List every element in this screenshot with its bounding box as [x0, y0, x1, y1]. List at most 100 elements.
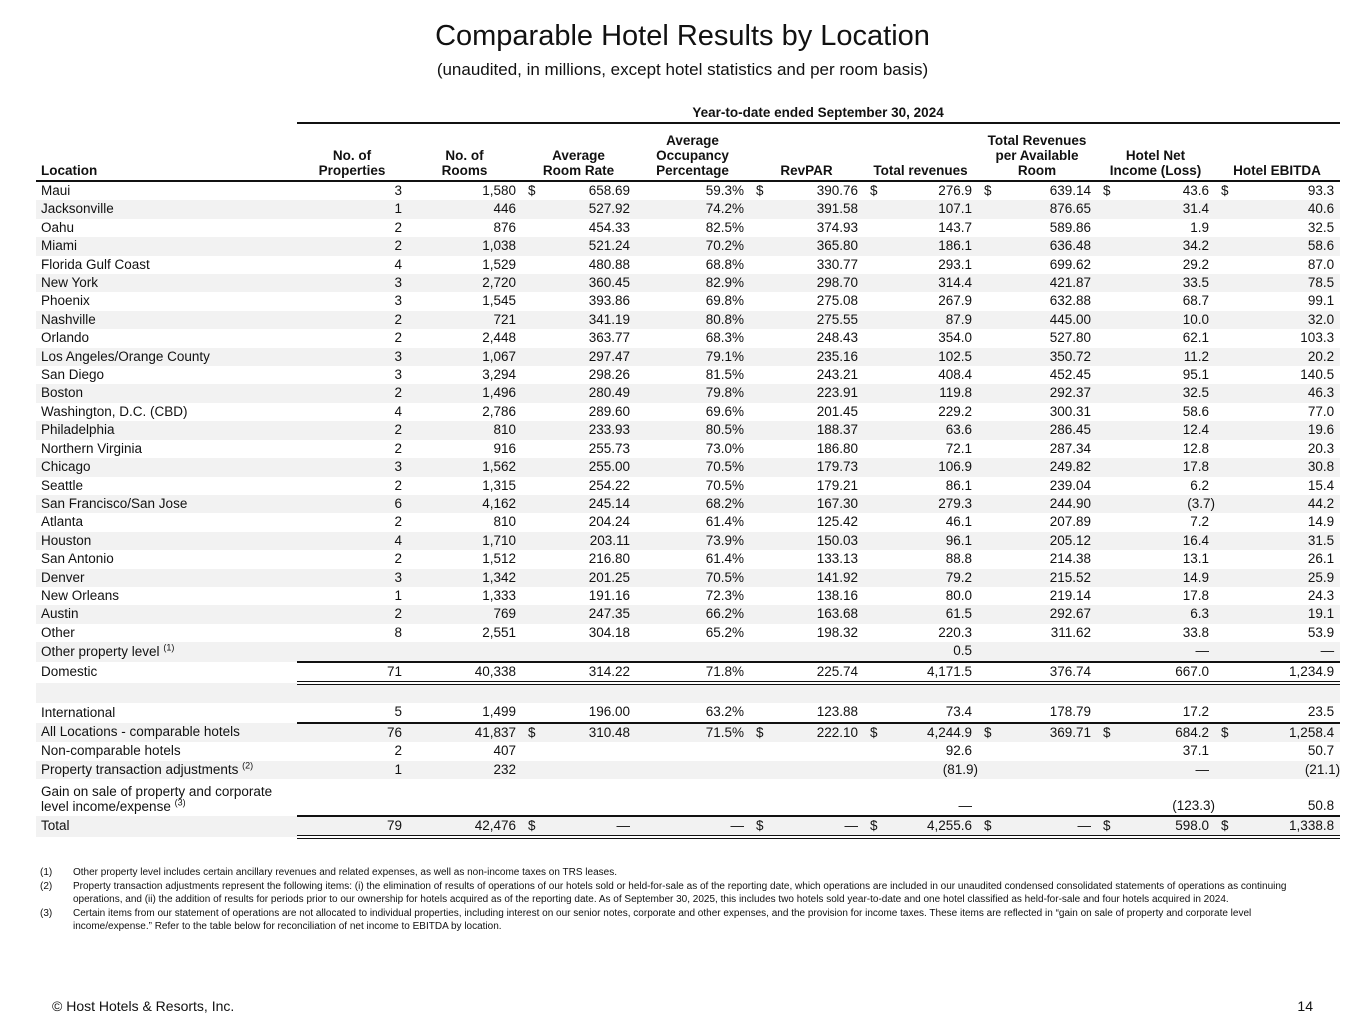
value-cell: 79.2 [864, 568, 978, 587]
value-cell [636, 742, 750, 760]
cell-value: 267.9 [938, 293, 972, 309]
value-cell [408, 642, 522, 662]
footnote: (1) Other property level includes certain… [40, 866, 1330, 880]
table-row: Atlanta 2 810 204.24 61.4% 125.42 46.1 207.89 7.… [36, 513, 1340, 531]
table-row: New York 3 2,720 360.45 82.9% 298.70 314.4 421.… [36, 274, 1341, 293]
value-cell: 521.24 [522, 237, 636, 256]
cell-value: 3 [394, 183, 402, 198]
cell-value: 275.08 [816, 293, 858, 309]
value-cell: 19.6 [1215, 421, 1341, 440]
cell-value: 235.16 [816, 348, 858, 364]
value-cell: 636.48 [978, 237, 1097, 256]
cell-value: 43.6 [1182, 183, 1209, 198]
value-cell: 374.93 [750, 219, 864, 237]
cell-value: 87.0 [1307, 256, 1335, 272]
location-cell: Chicago [36, 458, 297, 477]
value-cell: 3 [297, 292, 408, 310]
cell-value: 65.2% [705, 624, 744, 640]
value-cell: $4,255.6 [864, 814, 978, 840]
dollar-sign: $ [756, 183, 764, 198]
cell-value: 445.00 [1049, 311, 1091, 327]
location-label: Miami [41, 238, 77, 254]
column-header: Location [36, 123, 297, 182]
cell-value: 80.0 [945, 587, 972, 603]
value-cell: 350.72 [978, 347, 1097, 367]
cell-value: 10.0 [1182, 311, 1209, 327]
table-row: Jacksonville 1 446 527.92 74.2% 391.58 107.1 87… [36, 200, 1341, 219]
cell-value: 275.55 [816, 311, 858, 327]
value-cell [636, 682, 750, 704]
cell-value: 82.5% [705, 219, 744, 235]
value-cell: 298.26 [522, 366, 636, 384]
value-cell: 87.0 [1215, 256, 1340, 274]
value-cell: 393.86 [522, 292, 636, 310]
cell-value: 69.6% [705, 403, 744, 419]
value-cell: 810 [408, 513, 522, 531]
column-header: RevPAR [750, 123, 864, 182]
location-cell: International [36, 703, 297, 722]
cell-value: 1 [394, 201, 402, 217]
value-cell: 2,720 [408, 274, 522, 293]
cell-value: 684.2 [1175, 724, 1209, 740]
location-cell: Non-comparable hotels [36, 742, 297, 760]
value-cell: 267.9 [864, 292, 978, 310]
table-row: Boston 2 1,496 280.49 79.8% 223.91 119.8 292.37… [36, 384, 1341, 403]
value-cell: 179.73 [750, 458, 864, 477]
cell-value: 454.33 [588, 219, 630, 235]
value-cell: 249.82 [978, 458, 1097, 477]
cell-value: 527.92 [588, 201, 630, 217]
location-label: Denver [41, 569, 85, 585]
value-cell: 3,294 [408, 366, 522, 384]
value-cell: 163.68 [750, 605, 864, 624]
hotel-results-table: Year-to-date ended September 30, 2024 Lo… [36, 100, 1341, 840]
cell-value: 699.62 [1049, 256, 1091, 272]
value-cell: 255.00 [522, 458, 636, 477]
value-cell: 1 [297, 200, 408, 219]
cell-value: 3 [394, 459, 402, 475]
value-cell: 61.4% [636, 550, 750, 568]
value-cell: 1 [297, 760, 408, 779]
value-cell [750, 760, 864, 779]
value-cell: 23.5 [1215, 703, 1340, 722]
value-cell: 68.8% [636, 256, 750, 274]
value-cell: $684.2 [1097, 721, 1215, 743]
value-cell: 59.3% [636, 181, 750, 200]
table-row: All Locations - comparable hotels 76 41,83… [36, 721, 1341, 743]
value-cell: 33.5 [1097, 274, 1215, 293]
cell-value: 70.2% [705, 238, 744, 254]
cell-value: 365.80 [816, 238, 858, 254]
value-cell: 123.88 [750, 703, 864, 722]
cell-value: — [616, 817, 631, 833]
location-label: New Orleans [41, 587, 120, 603]
cell-value: (21.1) [1304, 761, 1341, 777]
cell-value: — [730, 817, 745, 833]
value-cell: 106.9 [864, 458, 978, 477]
dollar-sign: $ [1103, 817, 1111, 833]
footnote-ref: (3) [174, 797, 186, 808]
value-cell: 2 [297, 477, 408, 495]
cell-value: 2 [394, 551, 402, 567]
location-label: Other [41, 624, 75, 640]
value-cell: 1,234.9 [1215, 660, 1341, 686]
location-label: Domestic [41, 664, 98, 680]
location-cell: Jacksonville [36, 200, 297, 219]
cell-value: 2 [394, 606, 402, 622]
column-header: No. of Rooms [408, 123, 522, 182]
value-cell: 1,496 [408, 384, 522, 403]
cell-value: 70.5% [705, 477, 744, 493]
value-cell [636, 760, 750, 779]
cell-value: 1,067 [482, 348, 516, 364]
location-cell: Nashville [36, 310, 297, 330]
value-cell: 58.6 [1215, 237, 1341, 256]
value-cell [522, 779, 636, 816]
value-cell: 7.2 [1097, 513, 1215, 531]
cell-value: 203.11 [589, 532, 630, 548]
value-cell: 667.0 [1097, 660, 1215, 686]
cell-value: — [1077, 817, 1092, 833]
value-cell: 360.45 [522, 274, 636, 293]
value-cell: 446 [408, 200, 522, 219]
cell-value: 58.6 [1182, 403, 1209, 419]
cell-value: 916 [493, 440, 516, 456]
cell-value: 304.18 [588, 624, 630, 640]
cell-value: 255.73 [588, 440, 630, 456]
